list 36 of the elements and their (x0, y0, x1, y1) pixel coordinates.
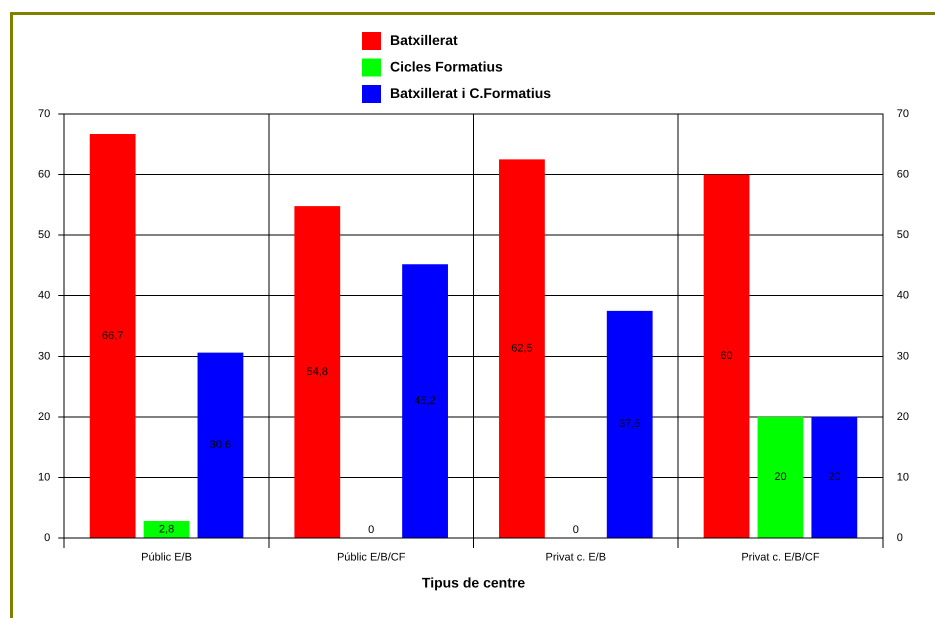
data-label: 20 (774, 471, 787, 484)
y-tick-label: 0 (44, 532, 50, 544)
x-tick-label: Privat c. E/B (546, 552, 606, 564)
y2-tick-label: 50 (896, 229, 910, 242)
y2-tick-label: 40 (896, 290, 910, 302)
y2-tick-label: 70 (896, 108, 910, 120)
data-label: 0 (572, 524, 579, 536)
data-label: 30,6 (210, 439, 232, 452)
data-label: 20 (828, 471, 840, 484)
x-tick-label: Privat c. E/B/CF (741, 552, 820, 564)
legend-label: Batxillerat (390, 32, 458, 48)
y-tick-label: 50 (38, 229, 50, 242)
data-label: 45,2 (414, 394, 436, 407)
y-tick-label: 70 (38, 108, 50, 120)
y2-tick-label: 60 (896, 168, 910, 181)
data-label: 2,8 (158, 523, 174, 536)
data-label: 54,8 (306, 366, 328, 378)
data-label: 0 (368, 524, 374, 536)
legend-label: Cicles Formatius (390, 58, 504, 74)
y2-tick-label: 20 (896, 410, 910, 423)
x-tick-label: Públic E/B/CF (336, 552, 406, 564)
y2-tick-label: 0 (896, 532, 903, 544)
y-tick-label: 20 (38, 410, 50, 423)
y-tick-label: 30 (38, 350, 50, 362)
data-label: 62,5 (511, 342, 533, 354)
y-tick-label: 10 (38, 471, 50, 484)
y-tick-label: 40 (38, 290, 50, 302)
data-label: 66,7 (102, 330, 124, 342)
y2-tick-label: 30 (896, 350, 910, 362)
y2-tick-label: 10 (896, 471, 910, 484)
x-tick-label: Públic E/B (141, 552, 192, 564)
legend-label: Batxillerat i C.Formatius (390, 84, 552, 101)
data-label: 37,5 (618, 418, 640, 430)
y-tick-label: 60 (38, 168, 50, 181)
x-axis-title: Tipus de centre (422, 574, 526, 590)
data-label: 60 (720, 350, 733, 362)
